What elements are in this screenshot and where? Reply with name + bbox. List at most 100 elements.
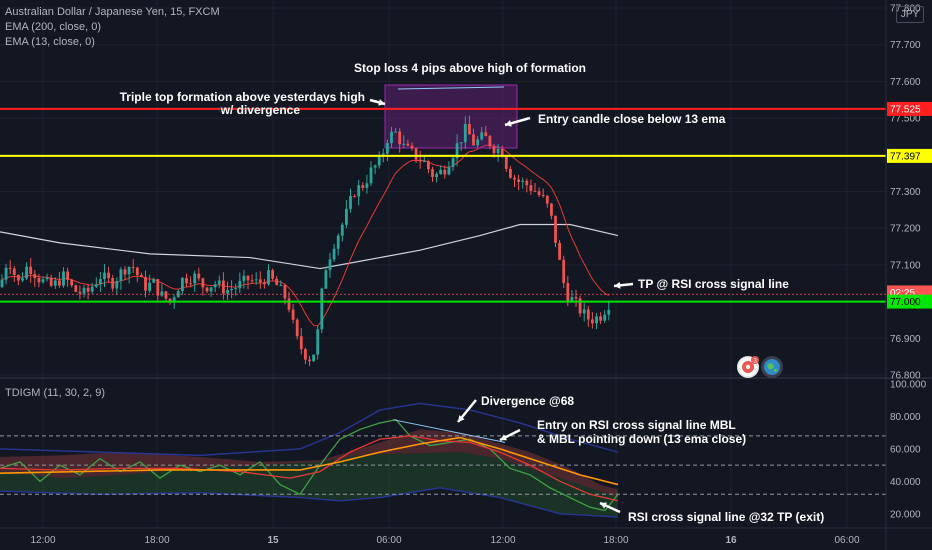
candle-body	[135, 267, 139, 276]
candle-body	[513, 177, 516, 180]
candle-body	[115, 281, 119, 289]
candle-body	[107, 272, 110, 278]
tp-arrow-head	[614, 282, 621, 289]
ema-13-line	[1, 144, 610, 327]
tdi-red-fill	[0, 429, 618, 498]
candle-body	[550, 203, 553, 216]
exit-arrow-head	[600, 502, 607, 509]
candle-body	[607, 309, 611, 315]
candle-body	[402, 143, 406, 145]
candle-body	[427, 161, 430, 170]
ema200-legend[interactable]: EMA (200, close, 0)	[5, 21, 101, 33]
tdi-volatility-bands	[0, 402, 886, 518]
candle-body	[164, 291, 168, 299]
candle-body	[41, 279, 45, 283]
candle-body	[422, 161, 426, 163]
candle-body	[361, 185, 365, 188]
candle-body	[562, 259, 566, 284]
exit-annotation: RSI cross signal line @32 TP (exit)	[628, 510, 824, 524]
candle-body	[295, 319, 299, 337]
candle-body	[283, 285, 287, 299]
candle-body	[377, 156, 381, 166]
time-tick-label: 18:00	[144, 535, 169, 546]
candle-body	[443, 169, 447, 175]
candle-body	[496, 148, 500, 154]
tdi-tick-label: 60.000	[890, 444, 921, 455]
candle-body	[386, 143, 389, 154]
formation-rect	[384, 84, 518, 149]
candle-body	[222, 280, 225, 294]
candle-body	[17, 274, 20, 281]
candle-body	[70, 279, 74, 286]
candle-body	[49, 277, 53, 286]
candle-body	[299, 336, 303, 350]
candle-body	[484, 132, 488, 137]
candle-body	[267, 270, 270, 285]
candle-body	[369, 167, 373, 184]
candle-body	[357, 185, 361, 197]
alert-badge-icon[interactable]: 3	[737, 356, 759, 378]
candle-body	[263, 282, 266, 285]
tdi-upper-band	[0, 402, 619, 457]
time-tick-label: 18:00	[603, 535, 628, 546]
candle-body	[275, 278, 279, 286]
candle-body	[99, 279, 102, 285]
candle-body	[86, 287, 90, 292]
candle-body	[529, 185, 533, 191]
candle-body	[90, 286, 94, 292]
candle-body	[271, 270, 274, 279]
tdi-tick-label: 40.000	[890, 477, 921, 488]
symbol-title: Australian Dollar / Japanese Yen, 15, FX…	[5, 6, 220, 18]
candle-body	[33, 273, 37, 279]
candle-body	[226, 290, 229, 294]
candle-body	[254, 279, 258, 281]
candle-body	[205, 287, 209, 292]
candle-body	[156, 279, 160, 296]
ema-13-path	[1, 144, 610, 327]
candle-body	[258, 279, 262, 283]
candle-body	[488, 136, 492, 147]
tdi-legend[interactable]: TDIGM (11, 30, 2, 9)	[5, 387, 106, 399]
price-tag-label: 77.000	[890, 297, 921, 308]
candle-body	[603, 314, 607, 321]
candle-body	[172, 297, 176, 302]
candle-body	[176, 291, 180, 298]
candle-body	[127, 266, 131, 275]
candle-body	[574, 297, 578, 299]
candle-body	[509, 168, 512, 178]
candle-body	[345, 208, 348, 225]
candle-body	[537, 191, 541, 195]
candle-body	[230, 289, 233, 291]
candle-body	[189, 283, 192, 285]
candle-body	[595, 316, 598, 324]
candle-body	[525, 180, 529, 186]
candle-body	[480, 132, 484, 140]
mbl-annotation: & MBL pointing down (13 ema close)	[537, 432, 746, 446]
candle-body	[66, 271, 69, 280]
globe-icon[interactable]	[761, 356, 783, 378]
candle-body	[545, 195, 549, 204]
candle-body	[12, 268, 16, 275]
tdi-lower-band	[0, 487, 619, 518]
triple-top-annotation: Triple top formation above yesterdays hi…	[120, 90, 365, 104]
candle-body	[570, 297, 574, 303]
candle-body	[410, 145, 414, 149]
tdi-signal-line	[0, 435, 619, 502]
candle-body	[447, 166, 451, 175]
price-tag-bg	[887, 148, 932, 163]
ema-200-line	[0, 223, 619, 270]
candle-body	[599, 316, 602, 321]
candle-body	[217, 280, 221, 285]
ema13-legend[interactable]: EMA (13, close, 0)	[5, 36, 95, 48]
mbl-arrow-head	[500, 434, 507, 441]
candle-body	[279, 285, 283, 287]
candle-body	[181, 277, 184, 292]
candle-body	[152, 279, 156, 283]
annotations: Stop loss 4 pips above high of formation…	[120, 61, 825, 524]
candle-body	[541, 194, 545, 196]
time-tick-label: 12:00	[490, 535, 515, 546]
currency-badge[interactable]: JPY	[896, 6, 924, 23]
candle-body	[586, 309, 590, 320]
price-tick-label: 77.600	[890, 77, 921, 88]
